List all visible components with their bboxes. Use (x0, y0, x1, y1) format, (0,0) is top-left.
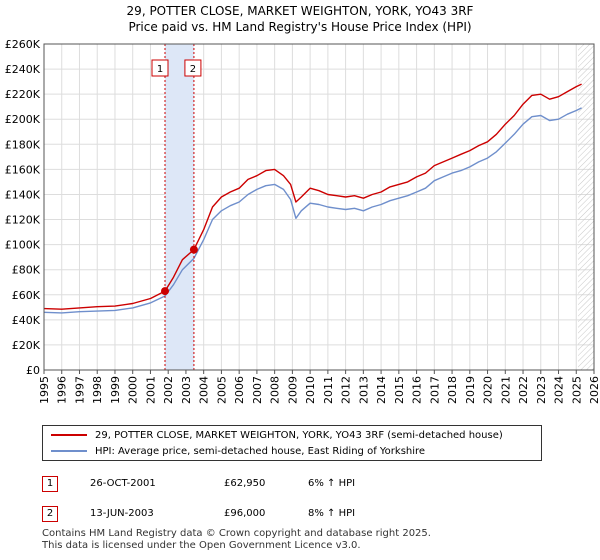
x-tick-label: 1998 (91, 376, 104, 404)
x-tick-label: 2018 (446, 376, 459, 404)
hpi-line (43, 107, 582, 314)
x-tick-label: 2005 (215, 376, 228, 404)
transaction-date: 13-JUN-2003 (90, 508, 154, 519)
x-tick-label: 2008 (269, 376, 282, 404)
y-tick-label: £140K (5, 188, 41, 201)
sale-highlight-band (165, 44, 194, 370)
footer-line-2: This data is licensed under the Open Gov… (42, 540, 361, 551)
forecast-hatch (578, 44, 594, 370)
y-tick-label: £160K (5, 163, 41, 176)
y-tick-label: £80K (12, 264, 41, 277)
y-tick-label: £260K (5, 38, 41, 51)
x-tick-label: 2006 (233, 376, 246, 404)
legend: 29, POTTER CLOSE, MARKET WEIGHTON, YORK,… (42, 425, 542, 461)
price-chart: 1 2 £0 £20K £40K £60K £80K £100K £120K £140K £160… (5, 38, 600, 404)
x-tick-label: 2015 (393, 376, 406, 404)
y-tick-label: £20K (12, 339, 41, 352)
chart-subtitle: Price paid vs. HM Land Registry's House … (128, 20, 472, 34)
y-tick-label: £220K (5, 88, 41, 101)
x-tick-label: 2009 (286, 376, 299, 404)
legend-entry-hpi: HPI: Average price, semi-detached house,… (51, 444, 425, 460)
plot-area (44, 44, 594, 370)
transaction-badge: 2 (42, 506, 58, 522)
y-tick-label: £0 (26, 364, 40, 377)
x-tick-label: 2023 (535, 376, 548, 404)
x-tick-label: 2017 (428, 376, 441, 404)
transaction-badge: 1 (42, 476, 58, 492)
transaction-price: £96,000 (224, 508, 266, 519)
x-tick-label: 2024 (553, 376, 566, 404)
legend-swatch-hpi (51, 450, 87, 452)
x-tick-label: 2002 (162, 376, 175, 404)
x-tick-label: 2020 (482, 376, 495, 404)
transaction-price: £62,950 (224, 478, 266, 489)
x-tick-label: 2026 (588, 376, 600, 404)
transaction-date: 26-OCT-2001 (90, 478, 156, 489)
annotation-box (184, 59, 202, 77)
x-tick-label: 2000 (127, 376, 140, 404)
y-tick-label: £240K (5, 63, 41, 76)
x-tick-label: 2001 (144, 376, 157, 404)
transaction-hpi: 6% ↑ HPI (308, 478, 356, 489)
plot-frame (43, 43, 595, 371)
x-tick-label: 2007 (251, 376, 264, 404)
footer: Contains HM Land Registry data © Crown c… (42, 528, 431, 552)
x-tick-label: 2012 (340, 376, 353, 404)
x-tick-label: 2014 (375, 376, 388, 404)
y-tick-label: £200K (5, 113, 41, 126)
legend-label-property: 29, POTTER CLOSE, MARKET WEIGHTON, YORK,… (95, 430, 503, 441)
y-tick-label: £120K (5, 214, 41, 227)
annotation-label: 1 (157, 64, 163, 75)
y-tick-label: £40K (12, 314, 41, 327)
x-tick-label: 2021 (499, 376, 512, 404)
sale-point (161, 287, 169, 296)
annotation-box (151, 59, 169, 77)
transaction-hpi: 8% ↑ HPI (308, 508, 356, 519)
property-price-line (43, 83, 582, 310)
sale-point (189, 245, 198, 254)
x-tick-label: 2011 (322, 376, 335, 404)
x-tick-label: 1997 (73, 376, 86, 404)
annotation-label: 2 (190, 64, 196, 75)
x-tick-label: 1996 (56, 376, 69, 404)
legend-swatch-property (51, 434, 87, 436)
x-tick-label: 2025 (570, 376, 583, 404)
legend-label-hpi: HPI: Average price, semi-detached house,… (95, 446, 426, 457)
x-tick-label: 2016 (411, 376, 424, 404)
x-tick-label: 1999 (109, 376, 122, 404)
y-tick-label: £100K (5, 239, 41, 252)
chart-title: 29, POTTER CLOSE, MARKET WEIGHTON, YORK,… (126, 4, 474, 18)
y-tick-label: £60K (12, 289, 41, 302)
footer-line-1: Contains HM Land Registry data © Crown c… (42, 528, 431, 539)
x-tick-label: 2003 (180, 376, 193, 404)
x-tick-label: 2013 (357, 376, 370, 404)
x-tick-label: 2019 (464, 376, 477, 404)
x-tick-label: 2010 (304, 376, 317, 404)
y-tick-label: £180K (5, 138, 41, 151)
legend-entry-property: 29, POTTER CLOSE, MARKET WEIGHTON, YORK,… (51, 428, 503, 444)
x-tick-label: 1995 (38, 376, 51, 404)
x-tick-label: 2022 (517, 376, 530, 404)
x-tick-label: 2004 (198, 376, 211, 404)
